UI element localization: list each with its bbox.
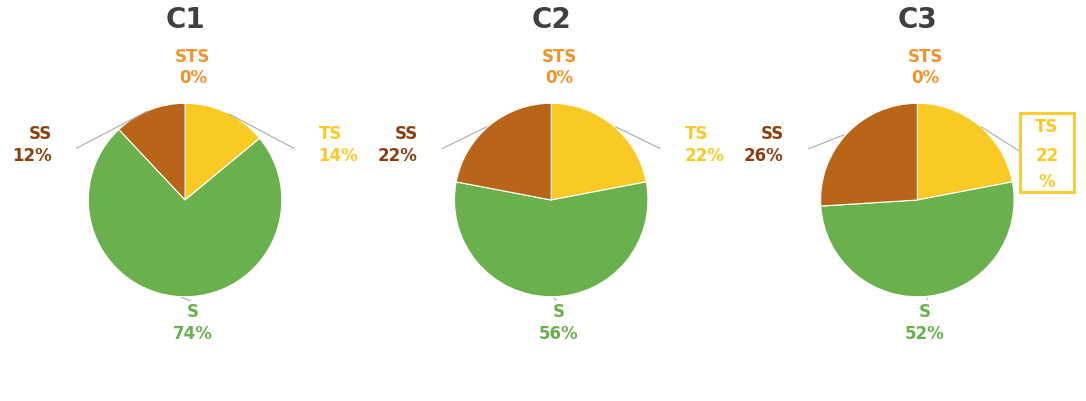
Wedge shape: [821, 104, 918, 207]
Text: 0%: 0%: [911, 69, 939, 87]
Text: S: S: [919, 302, 931, 320]
Wedge shape: [88, 130, 282, 297]
Text: TS: TS: [1035, 118, 1059, 136]
Text: 0%: 0%: [545, 69, 573, 87]
Text: 74%: 74%: [173, 324, 213, 342]
Text: SS: SS: [760, 125, 784, 143]
Wedge shape: [185, 104, 260, 200]
Wedge shape: [552, 104, 646, 200]
Text: S: S: [187, 302, 199, 320]
Text: TS: TS: [685, 125, 708, 143]
Wedge shape: [454, 182, 648, 297]
Text: 56%: 56%: [539, 324, 579, 342]
Text: 52%: 52%: [906, 324, 945, 342]
Text: S: S: [553, 302, 565, 320]
Wedge shape: [456, 104, 552, 200]
Text: 26%: 26%: [744, 146, 784, 164]
Title: C1: C1: [165, 6, 205, 34]
Text: 22%: 22%: [378, 146, 418, 164]
Text: STS: STS: [175, 48, 211, 66]
Text: 14%: 14%: [318, 146, 358, 164]
Title: C2: C2: [531, 6, 571, 34]
Wedge shape: [918, 104, 1012, 200]
Text: SS: SS: [28, 125, 51, 143]
Text: STS: STS: [908, 48, 943, 66]
Text: 12%: 12%: [12, 146, 51, 164]
Text: %: %: [1038, 172, 1056, 190]
Text: 22%: 22%: [685, 146, 724, 164]
FancyBboxPatch shape: [1020, 113, 1074, 193]
Text: SS: SS: [394, 125, 418, 143]
Wedge shape: [118, 104, 185, 200]
Wedge shape: [821, 182, 1014, 297]
Text: 22: 22: [1035, 146, 1059, 164]
Text: STS: STS: [541, 48, 577, 66]
Text: TS: TS: [318, 125, 342, 143]
Title: C3: C3: [897, 6, 937, 34]
Text: 0%: 0%: [179, 69, 207, 87]
